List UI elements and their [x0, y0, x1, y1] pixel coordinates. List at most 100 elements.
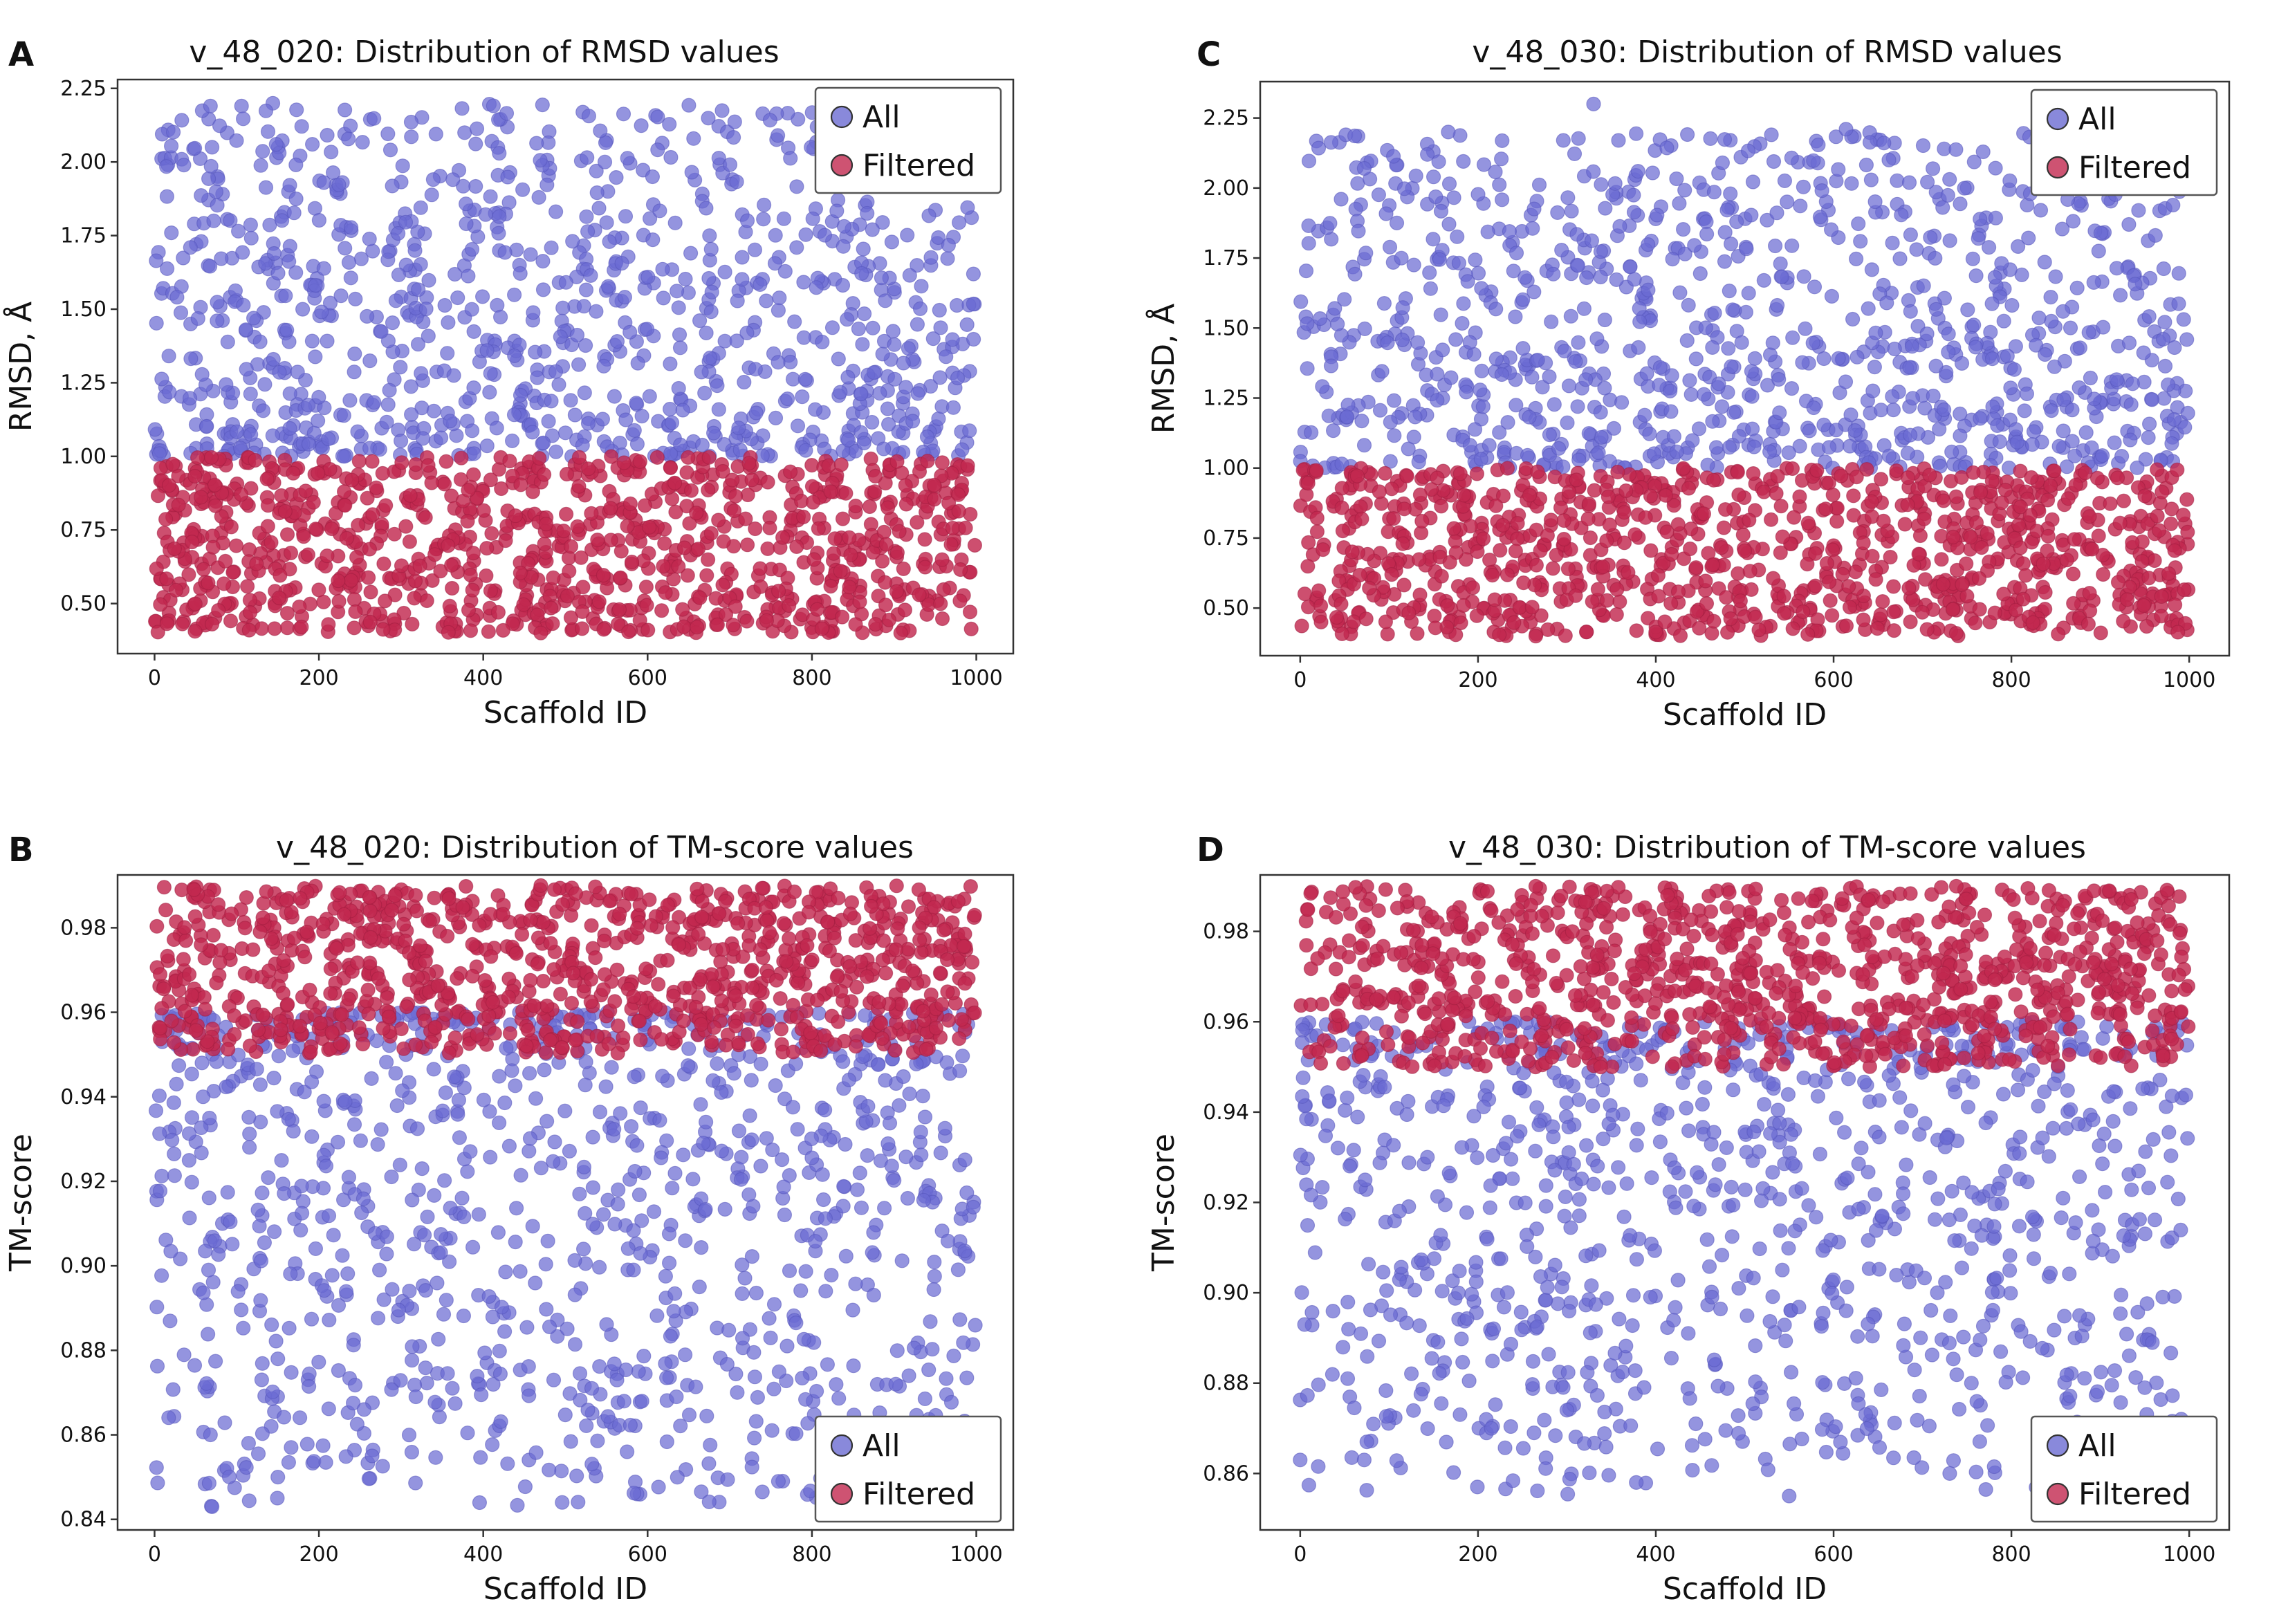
data-point — [915, 1088, 930, 1104]
data-point — [382, 382, 397, 398]
data-point — [447, 266, 463, 282]
data-point — [1546, 266, 1561, 282]
data-point — [2025, 615, 2040, 630]
data-point — [1354, 413, 1369, 429]
data-point — [860, 1147, 875, 1163]
data-point — [1715, 155, 1730, 170]
data-point — [1946, 529, 1961, 545]
data-point — [1868, 325, 1883, 340]
data-point — [164, 225, 179, 241]
data-point — [1700, 457, 1715, 472]
data-point — [1298, 264, 1314, 279]
data-point — [580, 224, 596, 239]
data-point — [370, 1136, 385, 1152]
data-point — [205, 616, 220, 632]
data-point — [210, 295, 225, 310]
data-point — [1711, 376, 1726, 391]
data-point — [1401, 441, 1416, 456]
data-point — [692, 590, 708, 605]
data-point — [1874, 472, 1889, 487]
data-point — [412, 558, 427, 573]
data-point — [735, 1331, 750, 1346]
data-point — [626, 1486, 642, 1501]
data-point — [1563, 542, 1578, 557]
data-point — [1646, 446, 1662, 461]
data-point — [1387, 428, 1402, 443]
data-point — [1717, 254, 1733, 269]
data-point — [1705, 340, 1720, 355]
data-point — [678, 1233, 693, 1248]
data-point — [1720, 625, 1735, 640]
data-point — [2017, 403, 2032, 418]
data-point — [1742, 564, 1757, 579]
data-point — [169, 290, 185, 305]
data-point — [283, 545, 299, 561]
data-point — [862, 499, 878, 515]
data-point — [1300, 475, 1316, 491]
data-point — [1389, 215, 1405, 230]
data-point — [2179, 492, 2195, 507]
data-point — [234, 98, 249, 113]
data-point — [190, 311, 205, 326]
data-point — [917, 1391, 933, 1407]
series-all — [1293, 96, 2195, 476]
data-point — [1485, 567, 1500, 583]
data-point — [664, 415, 680, 430]
data-point — [394, 558, 409, 573]
data-point — [2044, 403, 2059, 418]
data-point — [663, 149, 679, 165]
data-point — [1492, 177, 1507, 192]
data-point — [1476, 157, 1492, 172]
data-point — [658, 1370, 674, 1385]
data-point — [1372, 484, 1387, 499]
data-point — [1621, 565, 1636, 580]
data-point — [252, 1077, 268, 1092]
data-point — [1545, 561, 1560, 576]
y-axis-label: RMSD, Å — [1145, 304, 1181, 434]
data-point — [219, 377, 234, 392]
data-point — [1480, 224, 1495, 239]
data-point — [878, 597, 894, 613]
data-point — [562, 1386, 578, 1401]
data-point — [1643, 488, 1659, 504]
data-point — [889, 1343, 905, 1358]
data-point — [1495, 488, 1511, 504]
data-point — [176, 250, 191, 266]
data-point — [807, 402, 823, 417]
data-point — [726, 130, 741, 145]
data-point — [243, 605, 258, 620]
data-point — [1626, 187, 1641, 203]
data-point — [1609, 272, 1624, 287]
data-point — [513, 565, 528, 580]
data-point — [2141, 571, 2157, 586]
data-point — [525, 1219, 540, 1234]
data-point — [320, 548, 335, 564]
data-point — [538, 1257, 553, 1272]
data-point — [478, 207, 493, 222]
data-point — [196, 1089, 211, 1105]
data-point — [1784, 150, 1799, 165]
data-point — [960, 200, 975, 215]
data-point — [2085, 542, 2100, 557]
data-point — [1509, 246, 1524, 261]
data-point — [1688, 560, 1704, 575]
data-point — [932, 302, 947, 318]
data-point — [1385, 149, 1401, 164]
data-point — [629, 1138, 645, 1153]
data-point — [1864, 262, 1879, 277]
data-point — [815, 334, 830, 350]
data-point — [1510, 515, 1525, 531]
data-point — [823, 578, 838, 594]
data-point — [2056, 423, 2071, 439]
data-point — [557, 1103, 573, 1118]
data-point — [1934, 552, 1949, 567]
data-point — [201, 1190, 216, 1206]
data-point — [330, 1134, 346, 1150]
data-point — [1672, 285, 1688, 300]
data-point — [369, 480, 384, 495]
data-point — [1838, 122, 1854, 137]
data-point — [1692, 266, 1708, 282]
data-point — [379, 1246, 394, 1262]
data-point — [762, 113, 778, 128]
data-point — [748, 521, 763, 537]
